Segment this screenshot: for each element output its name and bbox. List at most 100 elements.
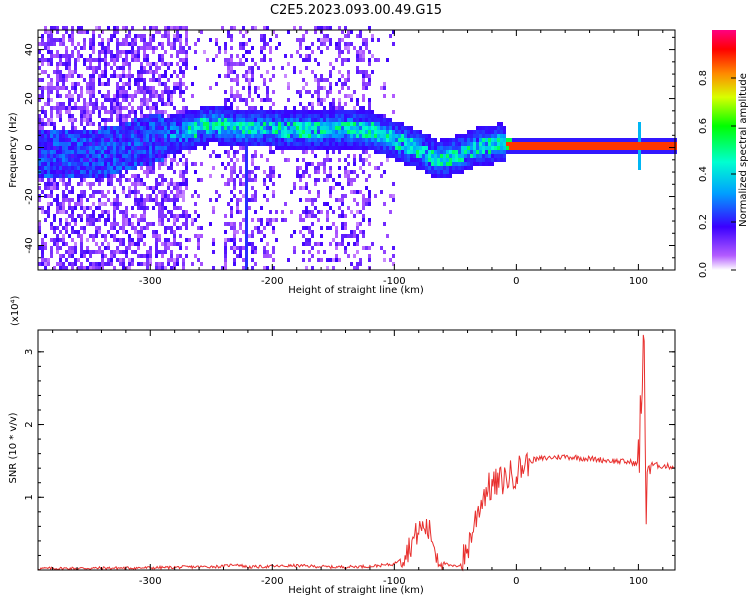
spectrogram-cell	[272, 218, 275, 222]
spectrogram-cell	[389, 154, 392, 158]
spectrogram-cell	[146, 142, 149, 146]
spectrogram-cell	[236, 134, 239, 138]
spectrogram-cell	[74, 170, 77, 174]
spectrogram-cell	[170, 98, 173, 102]
spectrogram-cell	[125, 170, 128, 174]
spectrogram-cell	[41, 190, 44, 194]
spectrogram-cell	[368, 98, 371, 102]
spectrogram-cell	[308, 214, 311, 218]
spectrogram-cell	[503, 150, 506, 154]
spectrogram-cell	[119, 106, 122, 110]
spectrogram-cell	[107, 170, 110, 174]
spectrogram-cell	[65, 54, 68, 58]
spectrogram-cell	[281, 146, 284, 150]
spectrogram-cell	[155, 182, 158, 186]
spectrogram-cell	[275, 130, 278, 134]
spectrogram-cell	[245, 258, 248, 262]
spectrogram-cell	[197, 114, 200, 118]
spectrogram-cell	[185, 158, 188, 162]
spectrogram-cell	[140, 38, 143, 42]
spectrogram-cell	[269, 174, 272, 178]
spectrogram-cell	[434, 166, 437, 170]
spectrogram-cell	[365, 42, 368, 46]
spectrogram-cell	[71, 30, 74, 34]
spectrogram-cell	[287, 126, 290, 130]
spectrogram-cell	[326, 266, 329, 270]
spectrogram-cell	[137, 126, 140, 130]
spectrogram-cell	[245, 262, 248, 266]
spectrogram-cell	[152, 86, 155, 90]
spectrogram-cell	[68, 58, 71, 62]
spectrogram-cell	[140, 86, 143, 90]
spectrogram-cell	[236, 74, 239, 78]
spectrogram-cell	[50, 174, 53, 178]
spectrogram-cell	[116, 26, 119, 30]
spectrogram-cell	[338, 174, 341, 178]
spectrogram-cell	[41, 170, 44, 174]
spectrogram-cell	[248, 134, 251, 138]
spectrogram-cell	[182, 114, 185, 118]
spectrogram-cell	[503, 134, 506, 138]
spectrogram-cell	[311, 130, 314, 134]
spectrogram-cell	[83, 62, 86, 66]
spectrogram-cell	[50, 82, 53, 86]
spectrogram-cell	[500, 126, 503, 130]
spectrogram-cell	[56, 150, 59, 154]
spectrogram-cell	[575, 138, 578, 142]
spectrogram-cell	[125, 250, 128, 254]
spectrogram-cell	[62, 158, 65, 162]
spectrogram-cell	[305, 82, 308, 86]
spectrogram-cell	[353, 46, 356, 50]
spectrogram-cell	[239, 210, 242, 214]
spectrogram-cell	[308, 122, 311, 126]
spectrogram-cell	[224, 42, 227, 46]
spectrogram-cell	[155, 230, 158, 234]
spectrogram-cell	[47, 210, 50, 214]
spectrogram-cell	[332, 266, 335, 270]
spectrogram-cell	[83, 266, 86, 270]
spectrogram-cell	[344, 46, 347, 50]
spectrogram-cell	[230, 138, 233, 142]
spectrogram-cell	[167, 150, 170, 154]
spectrogram-cell	[86, 222, 89, 226]
spectrogram-cell	[173, 218, 176, 222]
spectrogram-cell	[215, 106, 218, 110]
spectrogram-cell	[128, 178, 131, 182]
spectrogram-cell	[224, 62, 227, 66]
spectrogram-cell	[236, 78, 239, 82]
spectrogram-cell	[341, 146, 344, 150]
spectrogram-cell	[317, 126, 320, 130]
spectrogram-cell	[245, 78, 248, 82]
spectrogram-cell	[197, 214, 200, 218]
spectrogram-cell	[560, 150, 563, 154]
spectrogram-cell	[140, 70, 143, 74]
spectrogram-cell	[122, 90, 125, 94]
spectrogram-cell	[257, 86, 260, 90]
spectrogram-cell	[227, 74, 230, 78]
spectrogram-cell	[602, 146, 605, 150]
spectrogram-cell	[476, 134, 479, 138]
spectrogram-cell	[374, 150, 377, 154]
spectrogram-cell	[65, 230, 68, 234]
spectrogram-cell	[347, 50, 350, 54]
spectrogram-cell	[53, 186, 56, 190]
spectrogram-cell	[293, 114, 296, 118]
spectrogram-cell	[155, 122, 158, 126]
spectrogram-cell	[440, 158, 443, 162]
spectrogram-cell	[353, 214, 356, 218]
spectrogram-cell	[77, 214, 80, 218]
spectrogram-cell	[626, 150, 629, 154]
spectrogram-cell	[134, 158, 137, 162]
spectrogram-cell	[140, 138, 143, 142]
spectrogram-cell	[107, 130, 110, 134]
spectrogram-cell	[92, 162, 95, 166]
spectrogram-cell	[464, 166, 467, 170]
spectrogram-cell	[275, 46, 278, 50]
spectrogram-cell	[266, 26, 269, 30]
spectrogram-cell	[449, 138, 452, 142]
spectrogram-cell	[344, 118, 347, 122]
spectrogram-cell	[245, 30, 248, 34]
spectrogram-cell	[401, 122, 404, 126]
spectrogram-cell	[53, 126, 56, 130]
spectrogram-cell	[74, 134, 77, 138]
